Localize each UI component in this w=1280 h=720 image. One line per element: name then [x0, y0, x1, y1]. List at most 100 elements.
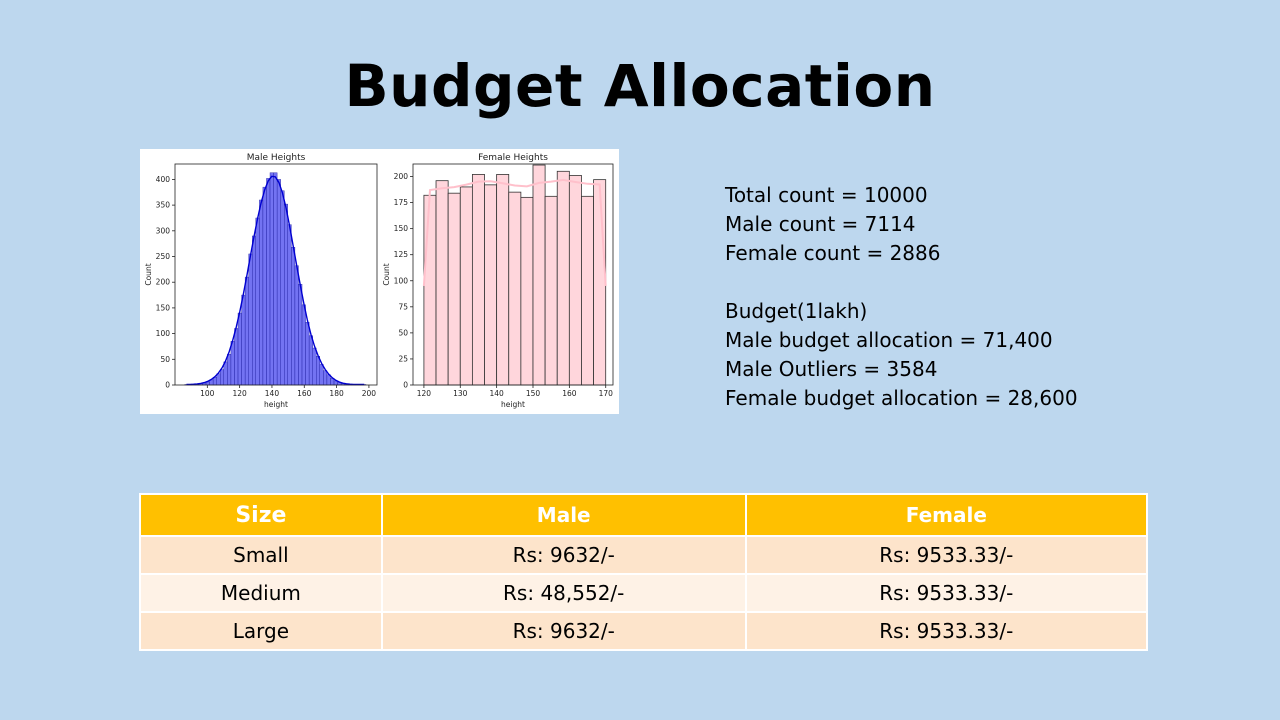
female-cell: Rs: 9533.33/- — [744, 611, 1149, 651]
male-histogram-bar — [255, 217, 260, 386]
male-histogram-bar — [273, 172, 278, 386]
size-cell: Small — [139, 535, 383, 575]
female-y-tick-label: 50 — [398, 328, 408, 337]
female-histogram-bar — [520, 196, 534, 386]
table-header-row: Size Male Female — [139, 493, 1149, 537]
female-y-tick-label: 175 — [394, 198, 409, 207]
budget-heading-text: Budget(1lakh) — [725, 299, 868, 323]
female-x-tick-label: 120 — [417, 389, 432, 398]
male-y-tick-label: 0 — [165, 381, 170, 390]
male-histogram-bar — [305, 322, 310, 386]
male-histogram-bar — [266, 178, 271, 386]
slide-title: Budget Allocation — [344, 52, 936, 120]
male-histogram-bar — [301, 304, 306, 386]
female-y-tick-label: 125 — [394, 250, 409, 259]
female-x-tick-label: 150 — [526, 389, 541, 398]
female-kde-line — [422, 178, 607, 287]
male-histogram-bar — [319, 364, 324, 386]
male-y-tick-label: 200 — [156, 278, 171, 287]
male-x-tick-label: 160 — [297, 389, 312, 398]
male-y-axis-label: Count — [144, 263, 153, 285]
male-x-tick-label: 100 — [200, 389, 215, 398]
male-histogram-bar — [223, 361, 228, 386]
male-histogram-bar — [244, 276, 249, 386]
female-cell: Rs: 9533.33/- — [744, 535, 1149, 575]
header-male: Male — [380, 493, 747, 537]
female-histogram-bar — [581, 195, 594, 386]
male-histogram-bar — [308, 335, 313, 386]
female-y-tick-label: 25 — [398, 354, 408, 363]
male-histogram-bar — [216, 373, 221, 386]
female-histogram-bar — [544, 195, 558, 386]
female-x-tick-label: 160 — [562, 389, 577, 398]
male-histogram-bar — [312, 347, 317, 386]
female-x-tick-label: 170 — [599, 389, 614, 398]
male-x-tick-label: 120 — [232, 389, 247, 398]
female-count-text: Female count = 2886 — [725, 241, 941, 265]
female-histogram-bar — [459, 186, 473, 386]
male-outliers-text: Male Outliers = 3584 — [725, 357, 938, 381]
male-axes-frame — [174, 163, 378, 386]
male-histogram-bar — [237, 312, 242, 386]
male-histogram-bar — [227, 353, 232, 386]
female-histogram-bar — [508, 191, 522, 386]
male-cell: Rs: 9632/- — [380, 535, 747, 575]
male-histogram-bar — [252, 235, 256, 386]
header-size: Size — [139, 493, 383, 537]
female-y-tick-label: 100 — [394, 276, 409, 285]
female-y-tick-label: 200 — [394, 172, 409, 181]
female-x-tick-label: 140 — [489, 389, 504, 398]
female-histogram-bar — [423, 194, 437, 386]
female-y-tick-label: 0 — [403, 381, 408, 390]
male-count-text: Male count = 7114 — [725, 212, 916, 236]
male-y-tick-label: 100 — [156, 329, 171, 338]
female-y-tick-label: 75 — [398, 302, 408, 311]
male-y-tick-label: 150 — [156, 303, 171, 312]
male-y-tick-label: 250 — [156, 252, 171, 261]
male-x-axis-label: height — [264, 400, 288, 409]
female-histogram-bar — [556, 170, 570, 386]
male-y-tick-label: 400 — [156, 175, 171, 184]
female-chart-title: Female Heights — [478, 153, 548, 163]
table-row: Large Rs: 9632/- Rs: 9533.33/- — [139, 611, 1149, 651]
male-histogram-bar — [284, 203, 288, 386]
male-histogram-bar — [241, 294, 246, 386]
male-histogram-bar — [316, 356, 320, 386]
female-histogram-bar — [532, 164, 546, 386]
male-histogram-bar — [230, 341, 235, 386]
female-histogram-bar — [435, 180, 449, 386]
male-x-tick-label: 200 — [362, 389, 377, 398]
male-histogram-bar — [220, 369, 225, 386]
female-y-axis-label: Count — [382, 263, 391, 285]
female-histogram-bar — [568, 175, 582, 386]
male-histogram-bar — [248, 253, 253, 386]
male-y-tick-label: 350 — [156, 201, 171, 210]
male-cell: Rs: 48,552/- — [380, 573, 747, 613]
male-histogram-bar — [291, 247, 296, 386]
female-histogram-bar — [496, 174, 510, 386]
female-x-axis-label: height — [501, 400, 525, 409]
female-budget-text: Female budget allocation = 28,600 — [725, 386, 1078, 410]
male-histogram-bar — [323, 370, 328, 386]
male-histogram-bar — [287, 224, 292, 386]
male-kde-line — [186, 175, 365, 386]
budget-size-table: Size Male Female Small Rs: 9632/- Rs: 95… — [139, 493, 1149, 651]
male-histogram-bar — [276, 179, 281, 386]
female-cell: Rs: 9533.33/- — [744, 573, 1149, 613]
male-histogram-bar — [294, 265, 299, 386]
total-count-text: Total count = 10000 — [725, 183, 928, 207]
male-cell: Rs: 9632/- — [380, 611, 747, 651]
male-chart-title: Male Heights — [247, 153, 306, 163]
female-histogram-bar — [447, 192, 461, 386]
male-y-tick-label: 300 — [156, 226, 171, 235]
male-y-tick-label: 50 — [160, 355, 170, 364]
female-histogram-bar — [484, 184, 498, 386]
female-y-tick-label: 150 — [394, 224, 409, 233]
male-x-tick-label: 180 — [329, 389, 344, 398]
stats-spacer — [725, 268, 1078, 297]
size-cell: Medium — [139, 573, 383, 613]
table-row: Small Rs: 9632/- Rs: 9533.33/- — [139, 535, 1149, 575]
male-histogram-bar — [262, 186, 267, 386]
male-histogram-bar — [234, 328, 239, 386]
histograms-svg: 100 120 140 160 180 2000501001502002503003504… — [144, 153, 614, 409]
